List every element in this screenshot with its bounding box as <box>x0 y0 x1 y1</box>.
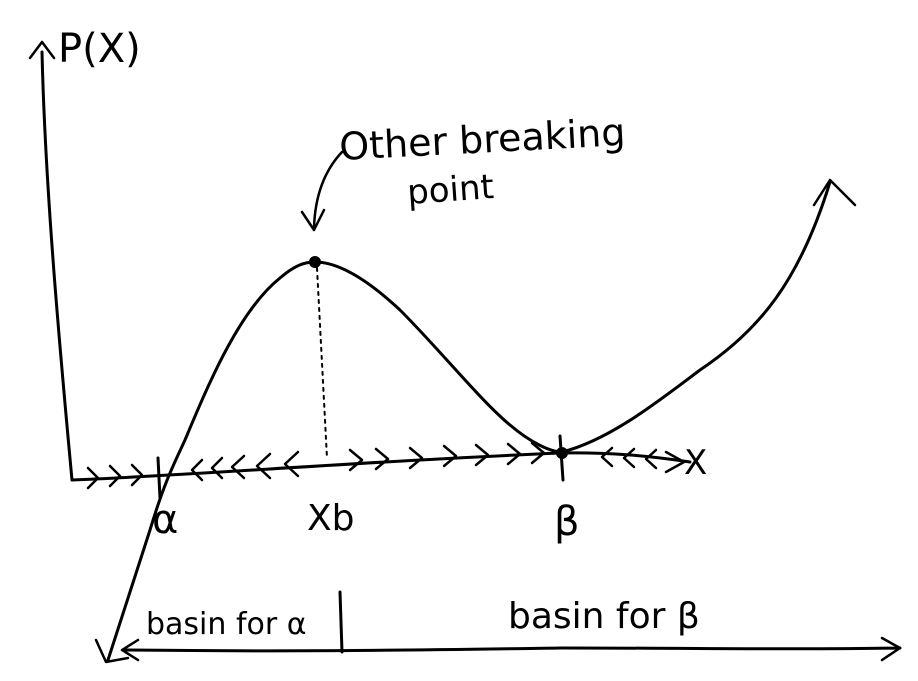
flow-arrows-left-middle-region <box>190 450 300 482</box>
basin-line-right-arrowhead <box>880 636 902 662</box>
y-axis-arrowhead <box>28 40 56 60</box>
flow-arrows-right-middle-region <box>348 441 546 472</box>
beta-tick <box>558 434 565 482</box>
flow-arrows-left-right-region <box>600 446 658 470</box>
alpha-label: α <box>152 497 178 543</box>
basin-line-left-arrowhead <box>120 638 140 662</box>
annotation-arrowhead <box>300 208 326 232</box>
x-axis-end-arrowhead <box>664 450 686 474</box>
basin-beta-label: basin for β <box>508 596 700 637</box>
y-axis-label: P(X) <box>58 26 141 72</box>
x-axis-label: X <box>684 443 707 483</box>
xb-dotted-line <box>316 267 328 459</box>
flow-arrows-right-left-region <box>86 463 144 490</box>
beta-label: β <box>554 499 580 545</box>
basin-line <box>122 646 902 653</box>
basin-divider <box>338 590 344 654</box>
alpha-tick <box>156 456 162 500</box>
curve-end-arrowhead <box>812 178 857 207</box>
annotation-line-2: point <box>406 167 495 213</box>
breaking-point-dot <box>309 256 321 268</box>
basin-alpha-label: basin for α <box>146 607 307 642</box>
annotation-line-1: Other breaking <box>338 110 626 169</box>
xb-label: Xb <box>307 498 355 539</box>
p-of-x-curve <box>106 180 832 662</box>
y-axis <box>40 50 74 482</box>
annotation-arrow <box>312 150 344 230</box>
curve-start-arrowhead <box>94 638 130 664</box>
